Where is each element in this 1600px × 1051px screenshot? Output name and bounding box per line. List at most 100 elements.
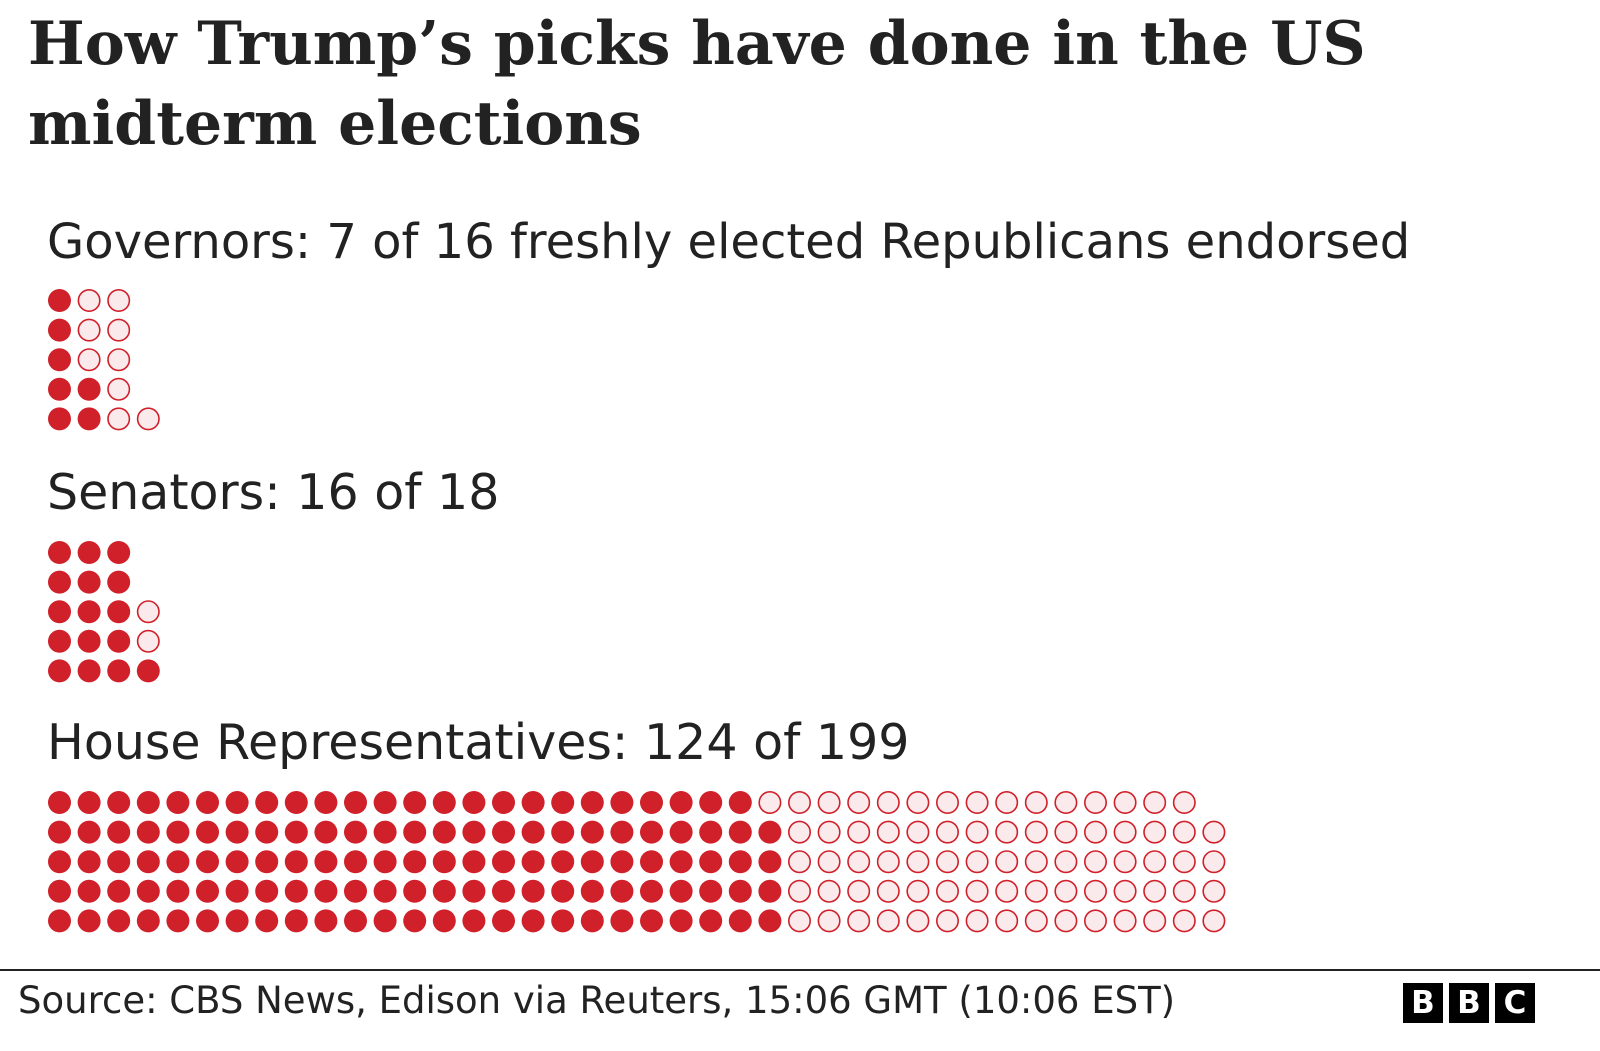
house-endorsed-dot: [580, 879, 604, 903]
house-endorsed-dot: [225, 850, 249, 874]
house-not-endorsed-dot: [965, 820, 989, 844]
house-not-endorsed-dot: [935, 791, 959, 814]
house-endorsed-dot: [610, 879, 634, 903]
senators-label: Senators: 16 of 18: [47, 464, 500, 521]
house-endorsed-dot: [669, 909, 693, 933]
house-not-endorsed-dot: [1202, 909, 1226, 933]
house-endorsed-dot: [344, 820, 367, 844]
house-endorsed-dot: [48, 909, 71, 933]
house-endorsed-dot: [166, 879, 190, 903]
house-not-endorsed-dot: [906, 820, 930, 844]
house-not-endorsed-dot: [847, 820, 871, 844]
house-endorsed-dot: [255, 850, 279, 874]
governors-endorsed-dot: [47, 377, 71, 401]
house-endorsed-dot: [728, 791, 752, 814]
house-not-endorsed-dot: [787, 850, 811, 874]
house-endorsed-dot: [699, 879, 723, 903]
house-not-endorsed-dot: [847, 879, 871, 903]
house-not-endorsed-dot: [1054, 850, 1078, 874]
house-endorsed-dot: [669, 850, 693, 874]
house-not-endorsed-dot: [1054, 909, 1078, 933]
house-endorsed-dot: [48, 879, 71, 903]
senators-not-endorsed-dot: [136, 629, 160, 653]
house-not-endorsed-dot: [965, 791, 989, 814]
house-endorsed-dot: [669, 820, 693, 844]
house-endorsed-dot: [373, 850, 397, 874]
house-endorsed-dot: [551, 791, 575, 814]
governors-endorsed-dot: [77, 377, 101, 401]
governors-endorsed-dot: [47, 318, 71, 342]
house-not-endorsed-dot: [935, 820, 959, 844]
senators-endorsed-dot: [77, 659, 101, 683]
house-endorsed-dot: [196, 850, 219, 874]
governors-not-endorsed-dot: [107, 407, 131, 431]
house-endorsed-dot: [640, 791, 663, 814]
house-endorsed-dot: [107, 879, 131, 903]
house-endorsed-dot: [344, 850, 367, 874]
house-not-endorsed-dot: [787, 791, 811, 814]
house-endorsed-dot: [77, 879, 101, 903]
senators-endorsed-dot: [47, 659, 71, 683]
senators-endorsed-dot: [107, 600, 131, 624]
house-endorsed-dot: [580, 791, 604, 814]
house-endorsed-dot: [492, 850, 515, 874]
house-endorsed-dot: [166, 820, 190, 844]
house-not-endorsed-dot: [1084, 850, 1108, 874]
house-endorsed-dot: [77, 909, 101, 933]
house-not-endorsed-dot: [995, 879, 1019, 903]
house-not-endorsed-dot: [935, 909, 959, 933]
house-not-endorsed-dot: [1084, 909, 1108, 933]
house-waffle: [48, 791, 1226, 933]
house-not-endorsed-dot: [935, 850, 959, 874]
house-endorsed-dot: [255, 909, 279, 933]
house-endorsed-dot: [107, 909, 131, 933]
house-endorsed-dot: [284, 820, 308, 844]
house-endorsed-dot: [640, 820, 663, 844]
governors-not-endorsed-dot: [107, 289, 131, 313]
house-endorsed-dot: [136, 909, 160, 933]
senators-endorsed-dot: [107, 629, 131, 653]
house-endorsed-dot: [758, 879, 782, 903]
house-not-endorsed-dot: [1172, 820, 1196, 844]
house-endorsed-dot: [314, 909, 338, 933]
house-endorsed-dot: [77, 850, 101, 874]
source-note: Source: CBS News, Edison via Reuters, 15…: [18, 979, 1176, 1022]
house-endorsed-dot: [699, 791, 723, 814]
house-endorsed-dot: [728, 820, 752, 844]
house-endorsed-dot: [551, 879, 575, 903]
house-not-endorsed-dot: [1172, 850, 1196, 874]
house-endorsed-dot: [344, 791, 367, 814]
house-endorsed-dot: [403, 909, 427, 933]
senators-endorsed-dot: [77, 600, 101, 624]
house-endorsed-dot: [48, 791, 71, 814]
house-endorsed-dot: [521, 850, 545, 874]
senators-endorsed-dot: [47, 541, 71, 565]
house-endorsed-dot: [344, 879, 367, 903]
senators-endorsed-dot: [47, 629, 71, 653]
house-not-endorsed-dot: [876, 850, 900, 874]
house-endorsed-dot: [699, 850, 723, 874]
house-endorsed-dot: [344, 909, 367, 933]
house-endorsed-dot: [107, 850, 131, 874]
senators-not-endorsed-dot: [136, 600, 160, 624]
house-not-endorsed-dot: [1113, 879, 1137, 903]
house-endorsed-dot: [699, 909, 723, 933]
house-not-endorsed-dot: [1054, 879, 1078, 903]
governors-not-endorsed-dot: [77, 348, 101, 372]
house-endorsed-dot: [669, 791, 693, 814]
house-endorsed-dot: [610, 791, 634, 814]
house-not-endorsed-dot: [1024, 820, 1048, 844]
house-not-endorsed-dot: [1113, 850, 1137, 874]
house-not-endorsed-dot: [995, 820, 1019, 844]
bbc-logo-block-1: B: [1403, 983, 1443, 1023]
senators-waffle: [47, 541, 160, 683]
house-label: House Representatives: 124 of 199: [47, 714, 910, 771]
governors-not-endorsed-dot: [136, 407, 160, 431]
house-endorsed-dot: [225, 820, 249, 844]
bbc-logo-block-3: C: [1495, 983, 1535, 1023]
governors-endorsed-dot: [47, 289, 71, 313]
governors-endorsed-dot: [47, 407, 71, 431]
house-not-endorsed-dot: [817, 820, 841, 844]
house-not-endorsed-dot: [995, 909, 1019, 933]
house-endorsed-dot: [758, 909, 782, 933]
